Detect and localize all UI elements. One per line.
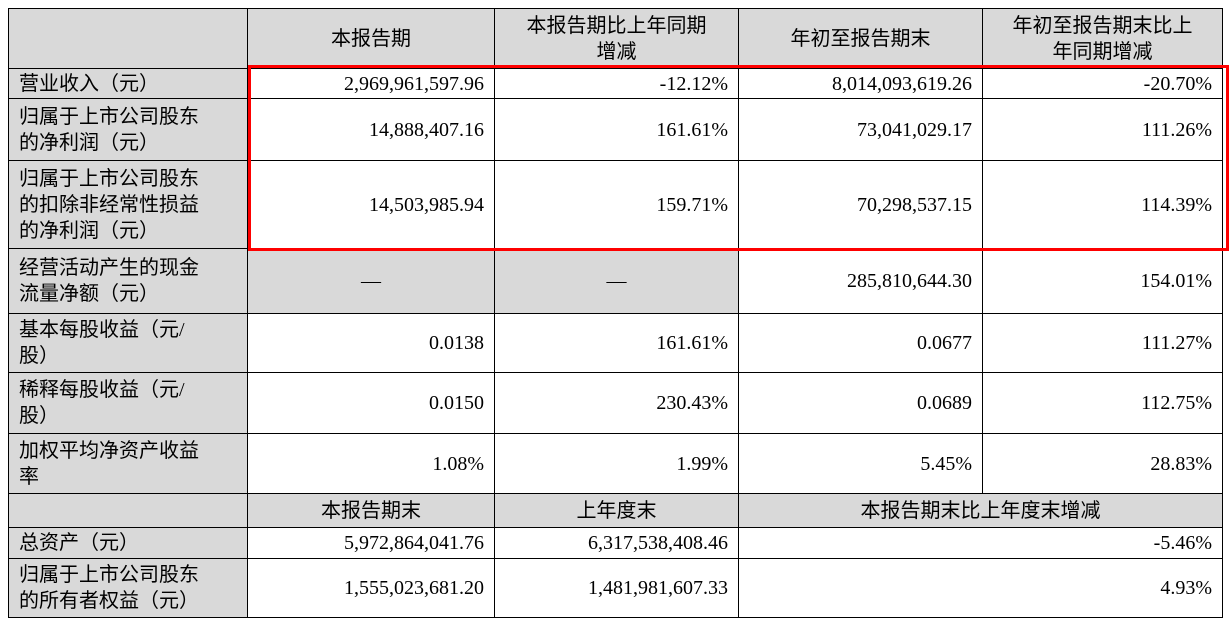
table-row-basic-eps: 基本每股收益（元/ 股） 0.0138 161.61% 0.0677 111.2… [8,313,1223,373]
cell-value: 1,555,023,681.20 [247,558,495,618]
report-page: 本报告期 本报告期比上年同期 增减 年初至报告期末 年初至报告期末比上 年同期增… [8,8,1229,618]
column-header-ytd-yoy-change: 年初至报告期末比上 年同期增减 [982,8,1223,69]
row-label: 基本每股收益（元/ 股） [8,313,248,373]
cell-value: 154.01% [982,248,1223,314]
cell-value: 285,810,644.30 [738,248,983,314]
cell-value: 114.39% [982,160,1223,249]
cell-value: 161.61% [494,98,739,161]
cell-value: 0.0689 [738,372,983,434]
column-header-yoy-change: 本报告期比上年同期 增减 [494,8,739,69]
cell-value: 230.43% [494,372,739,434]
row-label: 总资产（元） [8,527,248,559]
cell-value: 5.45% [738,433,983,494]
row-label: 归属于上市公司股东 的扣除非经常性损益 的净利润（元） [8,160,248,249]
column-header-period-end-change: 本报告期末比上年度末增减 [738,493,1223,528]
cell-value: 6,317,538,408.46 [494,527,739,559]
subheader-blank-cell [8,493,248,528]
cell-value: 159.71% [494,160,739,249]
cell-value: 28.83% [982,433,1223,494]
table-row-revenue: 营业收入（元） 2,969,961,597.96 -12.12% 8,014,0… [8,68,1223,99]
row-label: 稀释每股收益（元/ 股） [8,372,248,434]
column-header-ytd: 年初至报告期末 [738,8,983,69]
subheader-row: 本报告期末 上年度末 本报告期末比上年度末增减 [8,493,1223,528]
cell-dash: — [494,248,739,314]
column-header-prior-year-end: 上年度末 [494,493,739,528]
cell-value: 111.27% [982,313,1223,373]
cell-value: -5.46% [738,527,1223,559]
cell-value: 111.26% [982,98,1223,161]
table-row-weighted-avg-roe: 加权平均净资产收益 率 1.08% 1.99% 5.45% 28.83% [8,433,1223,494]
cell-value: 4.93% [738,558,1223,618]
cell-value: 70,298,537.15 [738,160,983,249]
header-row: 本报告期 本报告期比上年同期 增减 年初至报告期末 年初至报告期末比上 年同期增… [8,8,1223,69]
cell-value: 14,888,407.16 [247,98,495,161]
row-label: 加权平均净资产收益 率 [8,433,248,494]
table-row-diluted-eps: 稀释每股收益（元/ 股） 0.0150 230.43% 0.0689 112.7… [8,372,1223,434]
cell-dash: — [247,248,495,314]
cell-value: -12.12% [494,68,739,99]
cell-value: 14,503,985.94 [247,160,495,249]
cell-value: 0.0677 [738,313,983,373]
column-header-current-period: 本报告期 [247,8,495,69]
cell-value: 0.0150 [247,372,495,434]
table-row-total-assets: 总资产（元） 5,972,864,041.76 6,317,538,408.46… [8,527,1223,559]
cell-value: 161.61% [494,313,739,373]
table-row-owners-equity: 归属于上市公司股东 的所有者权益（元） 1,555,023,681.20 1,4… [8,558,1223,618]
cell-value: 112.75% [982,372,1223,434]
cell-value: 5,972,864,041.76 [247,527,495,559]
cell-value: 8,014,093,619.26 [738,68,983,99]
cell-value: 2,969,961,597.96 [247,68,495,99]
cell-value: 73,041,029.17 [738,98,983,161]
row-label: 经营活动产生的现金 流量净额（元） [8,248,248,314]
row-label: 营业收入（元） [8,68,248,99]
column-header-period-end: 本报告期末 [247,493,495,528]
cell-value: 0.0138 [247,313,495,373]
cell-value: 1.99% [494,433,739,494]
table-row-net-profit: 归属于上市公司股东 的净利润（元） 14,888,407.16 161.61% … [8,98,1223,161]
cell-value: 1,481,981,607.33 [494,558,739,618]
table-row-operating-cash-flow: 经营活动产生的现金 流量净额（元） — — 285,810,644.30 154… [8,248,1223,314]
row-label: 归属于上市公司股东 的所有者权益（元） [8,558,248,618]
header-blank-cell [8,8,248,69]
financial-summary-table: 本报告期 本报告期比上年同期 增减 年初至报告期末 年初至报告期末比上 年同期增… [8,8,1223,618]
row-label: 归属于上市公司股东 的净利润（元） [8,98,248,161]
cell-value: 1.08% [247,433,495,494]
table-row-net-profit-excl-nonrecurring: 归属于上市公司股东 的扣除非经常性损益 的净利润（元） 14,503,985.9… [8,160,1223,249]
cell-value: -20.70% [982,68,1223,99]
